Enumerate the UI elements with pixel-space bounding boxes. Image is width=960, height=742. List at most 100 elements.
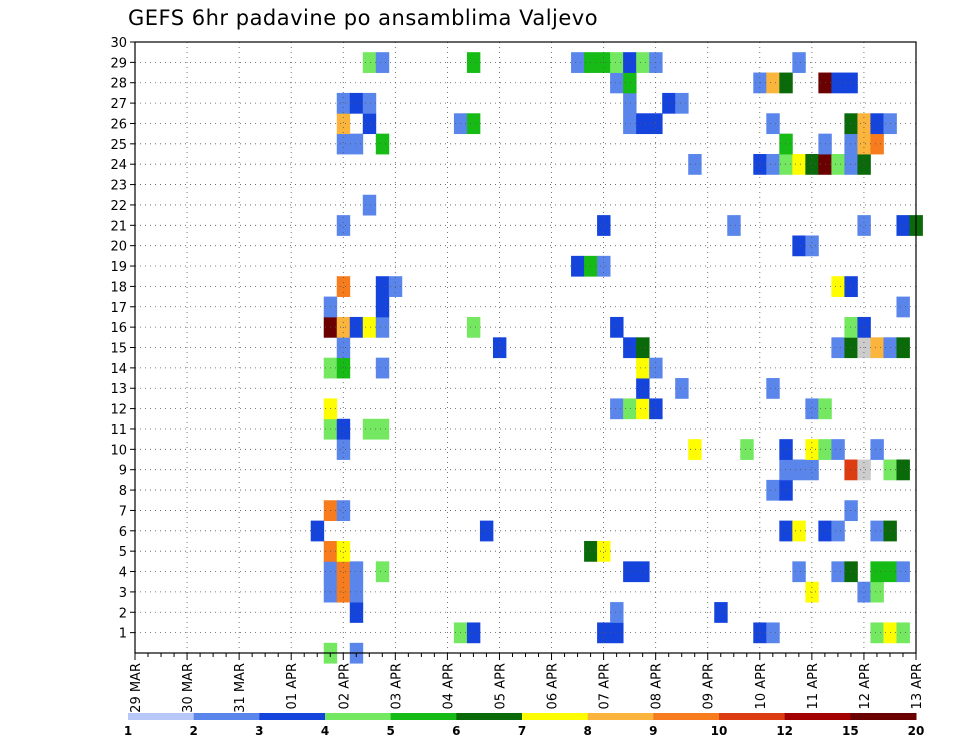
y-tick-label: 3 [119, 586, 127, 601]
heatmap-cell [844, 500, 858, 522]
heatmap-cell [336, 418, 351, 440]
heatmap-cell [779, 72, 793, 94]
heatmap-cell [466, 622, 481, 644]
heatmap-cell [636, 561, 650, 583]
y-tick-label: 30 [110, 36, 127, 51]
heatmap-cell [636, 52, 650, 73]
heatmap-cell [792, 154, 806, 175]
heatmap-cell [362, 194, 377, 216]
heatmap-cell [336, 540, 351, 562]
y-tick-label: 29 [110, 56, 127, 71]
colorbar-swatch [456, 713, 523, 720]
heatmap-cell [688, 154, 702, 175]
heatmap-cell [805, 439, 819, 460]
heatmap-cell [831, 276, 845, 297]
chart-title: GEFS 6hr padavine po ansamblima Valjevo [128, 6, 599, 30]
heatmap-cell [571, 52, 585, 73]
heatmap-cell [675, 92, 689, 114]
grid-lines [134, 41, 917, 653]
colorbar-label: 6 [452, 724, 460, 738]
heatmap-cell [349, 602, 364, 623]
heatmap-cell [336, 439, 351, 460]
y-tick-label: 22 [110, 199, 127, 214]
heatmap-cell [896, 337, 910, 359]
x-tick-label: 31 MAR [233, 663, 248, 713]
heatmap-cell [349, 316, 364, 338]
heatmap-cell [844, 316, 858, 338]
heatmap-cell [792, 520, 806, 542]
heatmap-cell [349, 561, 364, 583]
heatmap-cell [623, 52, 637, 73]
colorbar-label: 4 [321, 724, 329, 738]
colorbar-label: 8 [583, 724, 591, 738]
heatmap-cell [896, 622, 910, 644]
colorbar-swatch [128, 713, 195, 720]
x-tick-label: 11 APR [806, 663, 821, 709]
heatmap-cell [766, 479, 780, 501]
colorbar-label: 5 [386, 724, 394, 738]
heatmap-cell [375, 418, 390, 440]
y-tick-label: 25 [110, 138, 127, 153]
y-tick-label: 8 [119, 484, 127, 499]
heatmap-cell [831, 154, 845, 175]
heatmap-cell [336, 92, 351, 114]
colorbar-label: 12 [776, 724, 793, 738]
heatmap-cells [310, 52, 923, 664]
x-tick-label: 10 APR [754, 663, 769, 709]
heatmap-cell [479, 520, 494, 542]
heatmap-cell [375, 316, 390, 338]
heatmap-cell [844, 337, 858, 359]
y-tick-label: 6 [119, 525, 127, 540]
heatmap-cell [375, 357, 390, 379]
heatmap-cell [688, 439, 702, 460]
heatmap-cell [740, 439, 754, 460]
heatmap-cell [870, 561, 884, 583]
y-tick-label: 28 [110, 77, 127, 92]
heatmap-cell [610, 316, 624, 338]
y-tick-label: 5 [119, 545, 127, 560]
heatmap-cell [636, 398, 650, 420]
heatmap-cell [870, 581, 884, 603]
y-tick-label: 26 [110, 117, 127, 132]
colorbar-swatch [784, 713, 851, 720]
colorbar-label: 7 [518, 724, 526, 738]
y-tick-label: 14 [110, 362, 127, 377]
heatmap-cell [610, 398, 624, 420]
heatmap-cell [844, 154, 858, 175]
colorbar-swatch [522, 713, 589, 720]
colorbar-label: 2 [189, 724, 197, 738]
heatmap-cell [792, 459, 806, 481]
y-tick-label: 17 [110, 301, 127, 316]
y-tick-label: 27 [110, 97, 127, 112]
x-tick-label: 01 APR [285, 663, 300, 709]
y-tick-label: 20 [110, 240, 127, 255]
heatmap-cell [610, 602, 624, 623]
heatmap-cell [805, 154, 819, 175]
colorbar-label: 10 [711, 724, 728, 738]
heatmap-cell [623, 398, 637, 420]
heatmap-cell [610, 622, 624, 644]
heatmap-cell [336, 561, 351, 583]
heatmap-cell [336, 500, 351, 522]
colorbar-swatch [193, 713, 260, 720]
y-tick-label: 24 [110, 158, 127, 173]
heatmap-cell [362, 92, 377, 114]
heatmap-cell [623, 72, 637, 94]
colorbar-swatch [850, 713, 917, 720]
heatmap-cell [362, 113, 377, 135]
heatmap-cell [805, 398, 819, 420]
colorbar-swatch [259, 713, 326, 720]
y-tick-label: 12 [110, 403, 127, 418]
heatmap-cell [766, 622, 780, 644]
heatmap-cell [636, 357, 650, 379]
heatmap-cell [336, 276, 351, 297]
heatmap-cell [870, 622, 884, 644]
x-tick-label: 12 APR [858, 663, 873, 709]
heatmap-cell [597, 540, 611, 562]
y-tick-label: 19 [110, 260, 127, 275]
heatmap-cell [831, 520, 845, 542]
y-tick-label: 2 [119, 606, 127, 621]
heatmap-cell [805, 235, 819, 257]
y-tick-label: 18 [110, 280, 127, 295]
heatmap-cell [662, 92, 676, 114]
